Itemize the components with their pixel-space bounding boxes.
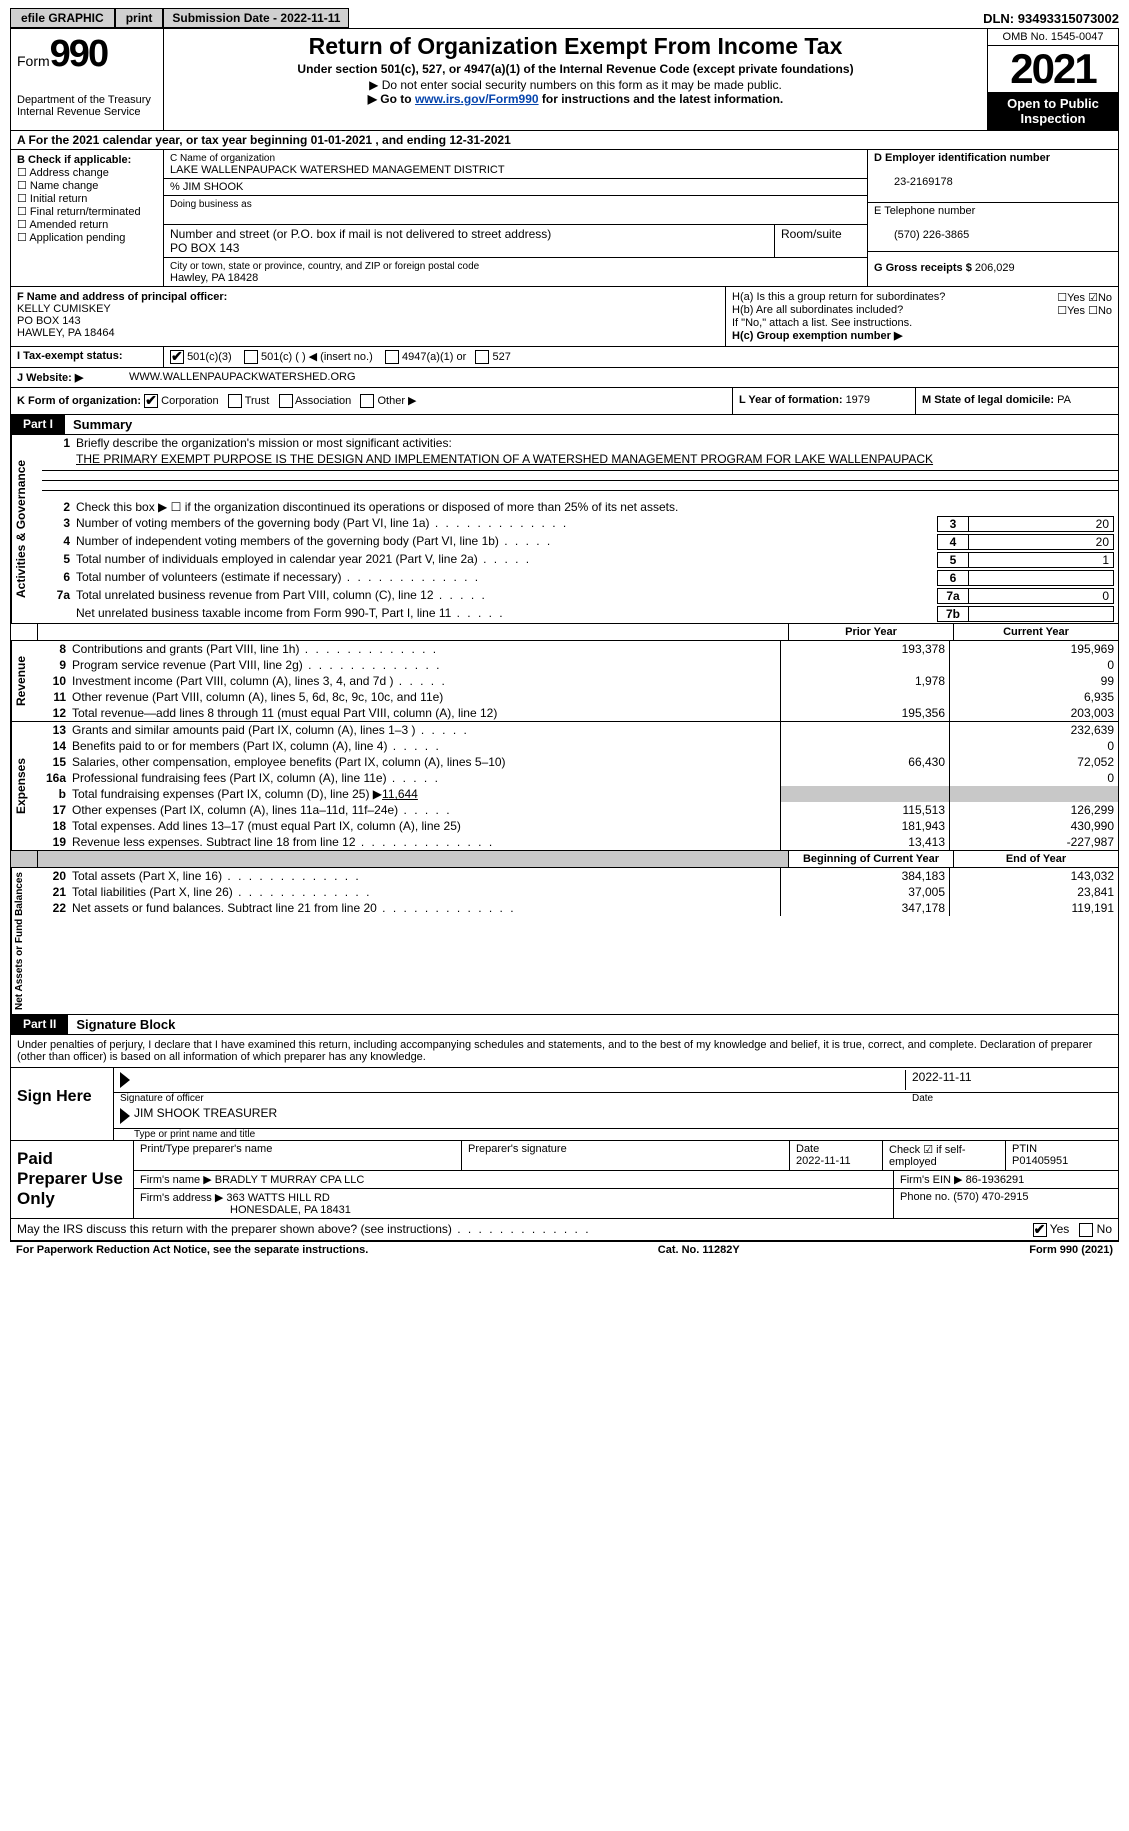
current-year-hdr: Current Year	[953, 624, 1118, 640]
line-3: Number of voting members of the governin…	[76, 516, 937, 530]
begin-year-hdr: Beginning of Current Year	[788, 851, 953, 867]
firm-ein: Firm's EIN ▶ 86-1936291	[894, 1171, 1118, 1188]
side-expenses: Expenses	[11, 722, 42, 850]
year-formation: L Year of formation: 1979	[733, 388, 916, 414]
department: Department of the Treasury Internal Reve…	[17, 94, 157, 118]
tax-exempt-label: I Tax-exempt status:	[11, 347, 164, 367]
principal-officer: F Name and address of principal officer:…	[11, 287, 726, 346]
line-12: Total revenue—add lines 8 through 11 (mu…	[72, 705, 780, 721]
efile-label: efile GRAPHIC	[10, 8, 115, 28]
declaration: Under penalties of perjury, I declare th…	[11, 1035, 1118, 1067]
gross-receipts: G Gross receipts $ 206,029	[868, 252, 1118, 276]
website-link[interactable]: WWW.WALLENPAUPACKWATERSHED.ORG	[123, 368, 362, 387]
line-22: Net assets or fund balances. Subtract li…	[72, 900, 780, 916]
form-title: Return of Organization Exempt From Incom…	[164, 29, 987, 130]
form-organization: K Form of organization: Corporation Trus…	[11, 388, 733, 414]
year-box: OMB No. 1545-0047 2021 Open to Public In…	[987, 29, 1118, 130]
dln: DLN: 93493315073002	[983, 11, 1119, 26]
group-return: H(a) Is this a group return for subordin…	[726, 287, 1118, 346]
line-14: Benefits paid to or for members (Part IX…	[72, 738, 780, 754]
line-7a: Total unrelated business revenue from Pa…	[76, 588, 937, 602]
line-18: Total expenses. Add lines 13–17 (must eq…	[72, 818, 780, 834]
paid-preparer: Paid Preparer Use Only	[11, 1141, 134, 1218]
line-8: Contributions and grants (Part VIII, lin…	[72, 641, 780, 657]
side-net-assets: Net Assets or Fund Balances	[11, 868, 42, 1014]
line-4: Number of independent voting members of …	[76, 534, 937, 548]
part-1-tag: Part I	[11, 415, 65, 434]
firm-name: Firm's name ▶ BRADLY T MURRAY CPA LLC	[134, 1171, 894, 1188]
end-year-hdr: End of Year	[953, 851, 1118, 867]
city-state: City or town, state or province, country…	[164, 257, 867, 286]
line-15: Salaries, other compensation, employee b…	[72, 754, 780, 770]
street-address: Number and street (or P.O. box if mail i…	[164, 225, 775, 257]
care-of: % JIM SHOOK	[164, 179, 867, 196]
officer-name: JIM SHOOK TREASURER	[134, 1106, 277, 1126]
side-activities: Activities & Governance	[11, 435, 42, 623]
line-5: Total number of individuals employed in …	[76, 552, 937, 566]
line-9: Program service revenue (Part VIII, line…	[72, 657, 780, 673]
part-1-title: Summary	[65, 415, 140, 434]
line-11: Other revenue (Part VIII, column (A), li…	[72, 689, 780, 705]
website-label: J Website: ▶	[11, 368, 123, 387]
tax-year-row: A For the 2021 calendar year, or tax yea…	[11, 131, 1118, 150]
line-13: Grants and similar amounts paid (Part IX…	[72, 722, 780, 738]
sig-date: 2022-11-11	[905, 1070, 1112, 1090]
phone: E Telephone number (570) 226-3865	[868, 203, 1118, 252]
org-name: C Name of organization LAKE WALLENPAUPAC…	[164, 150, 867, 179]
side-revenue: Revenue	[11, 641, 42, 721]
check-applicable: B Check if applicable: ☐ Address change …	[11, 150, 164, 286]
firm-address: Firm's address ▶ 363 WATTS HILL RDHONESD…	[134, 1189, 894, 1218]
part-2-title: Signature Block	[68, 1015, 183, 1034]
line-16b: Total fundraising expenses (Part IX, col…	[72, 786, 780, 802]
line-20: Total assets (Part X, line 16)	[72, 868, 780, 884]
mission-text: THE PRIMARY EXEMPT PURPOSE IS THE DESIGN…	[76, 452, 1114, 466]
mission-label: Briefly describe the organization's miss…	[76, 436, 1114, 450]
line-2: Check this box ▶ ☐ if the organization d…	[76, 500, 1114, 514]
line-17: Other expenses (Part IX, column (A), lin…	[72, 802, 780, 818]
sign-here: Sign Here	[11, 1068, 113, 1140]
line-16a: Professional fundraising fees (Part IX, …	[72, 770, 780, 786]
state-domicile: M State of legal domicile: PA	[916, 388, 1118, 414]
irs-link[interactable]: www.irs.gov/Form990	[415, 92, 539, 106]
tax-exempt-status: 501(c)(3) 501(c) ( ) ◀ (insert no.) 4947…	[164, 347, 1118, 367]
part-2-tag: Part II	[11, 1015, 68, 1034]
ein: D Employer identification number 23-2169…	[868, 150, 1118, 203]
submission-date: Submission Date - 2022-11-11	[163, 8, 349, 28]
dba: Doing business as	[164, 196, 867, 225]
form-id: Form990 Department of the Treasury Inter…	[11, 29, 164, 130]
line-21: Total liabilities (Part X, line 26)	[72, 884, 780, 900]
top-bar: efile GRAPHIC print Submission Date - 20…	[10, 8, 1119, 28]
prior-year-hdr: Prior Year	[788, 624, 953, 640]
line-19: Revenue less expenses. Subtract line 18 …	[72, 834, 780, 850]
discuss-row: May the IRS discuss this return with the…	[11, 1218, 1118, 1240]
firm-phone: Phone no. (570) 470-2915	[894, 1189, 1118, 1218]
line-7b: Net unrelated business taxable income fr…	[76, 606, 937, 620]
room-suite: Room/suite	[775, 225, 867, 257]
line-6: Total number of volunteers (estimate if …	[76, 570, 937, 584]
footer: For Paperwork Reduction Act Notice, see …	[10, 1241, 1119, 1258]
print-button[interactable]: print	[115, 8, 164, 28]
line-10: Investment income (Part VIII, column (A)…	[72, 673, 780, 689]
